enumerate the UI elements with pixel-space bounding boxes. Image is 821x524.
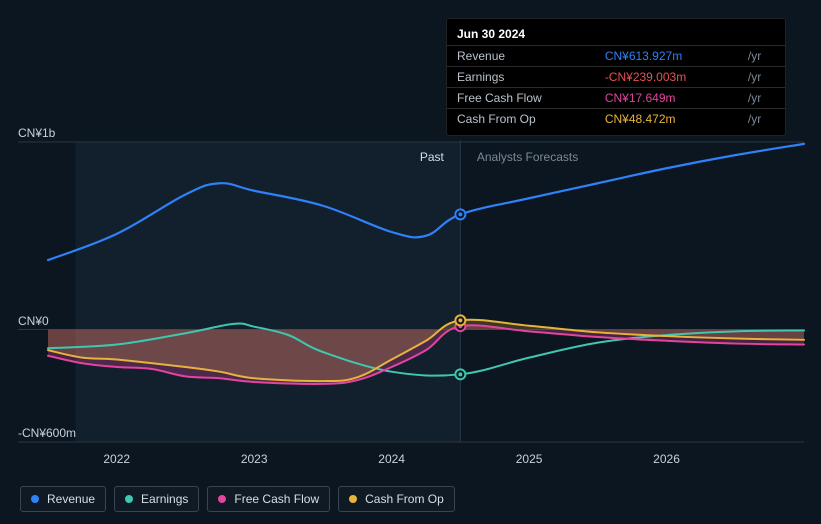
y-tick-label: -CN¥600m (18, 426, 76, 440)
y-tick-label: CN¥1b (18, 126, 55, 140)
legend-item-label: Earnings (141, 492, 188, 506)
legend-item-label: Free Cash Flow (234, 492, 319, 506)
legend-dot-icon (349, 495, 357, 503)
tooltip-row: Cash From OpCN¥48.472m/yr (447, 109, 785, 130)
x-tick-label: 2026 (653, 452, 680, 466)
tooltip-row-label: Revenue (447, 46, 595, 67)
legend-item-revenue[interactable]: Revenue (20, 486, 106, 512)
tooltip-row-value: CN¥17.649m (595, 88, 738, 109)
past-label: Past (0, 150, 444, 164)
legend: Revenue Earnings Free Cash Flow Cash From O… (20, 486, 455, 512)
tooltip-row-value: CN¥48.472m (595, 109, 738, 130)
legend-item-earnings[interactable]: Earnings (114, 486, 199, 512)
tooltip-row: Free Cash FlowCN¥17.649m/yr (447, 88, 785, 109)
legend-dot-icon (125, 495, 133, 503)
x-tick-label: 2022 (103, 452, 130, 466)
tooltip-title: Jun 30 2024 (447, 25, 785, 45)
legend-item-label: Cash From Op (365, 492, 444, 506)
forecast-label: Analysts Forecasts (477, 150, 578, 164)
tooltip-row-unit: /yr (738, 88, 785, 109)
tooltip-row-label: Free Cash Flow (447, 88, 595, 109)
tooltip-row: Earnings-CN¥239.003m/yr (447, 67, 785, 88)
legend-dot-icon (218, 495, 226, 503)
legend-dot-icon (31, 495, 39, 503)
tooltip-row-unit: /yr (738, 67, 785, 88)
x-tick-label: 2025 (516, 452, 543, 466)
tooltip-row-unit: /yr (738, 46, 785, 67)
legend-item-label: Revenue (47, 492, 95, 506)
tooltip-row-label: Cash From Op (447, 109, 595, 130)
y-tick-label: CN¥0 (18, 314, 49, 328)
legend-item-fcf[interactable]: Free Cash Flow (207, 486, 330, 512)
tooltip-row-unit: /yr (738, 109, 785, 130)
x-tick-label: 2024 (378, 452, 405, 466)
tooltip-row-value: -CN¥239.003m (595, 67, 738, 88)
legend-item-cfo[interactable]: Cash From Op (338, 486, 455, 512)
tooltip-row-value: CN¥613.927m (595, 46, 738, 67)
tooltip-row: RevenueCN¥613.927m/yr (447, 46, 785, 67)
hover-tooltip: Jun 30 2024 RevenueCN¥613.927m/yrEarning… (446, 18, 786, 136)
x-tick-label: 2023 (241, 452, 268, 466)
tooltip-row-label: Earnings (447, 67, 595, 88)
